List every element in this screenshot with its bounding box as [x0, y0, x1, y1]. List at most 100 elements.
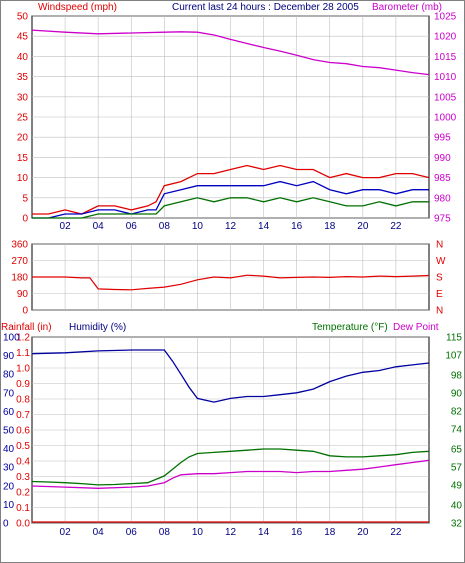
wind-x-tick-label: 16: [291, 221, 303, 232]
rainfall-tick-label: 0.1: [16, 503, 30, 514]
rainfall-tick-label: 0.5: [16, 441, 30, 452]
barometer-series-line: [31, 29, 430, 76]
rainfall-tick-label: 0.0: [16, 519, 30, 530]
wind-tick-label: 0: [22, 214, 28, 225]
wind-x-tick-label: 02: [60, 221, 72, 232]
temperature-tick-label: 32: [451, 519, 463, 530]
wind-tick-label: 30: [17, 92, 29, 103]
humidity-tick-label: 50: [3, 426, 15, 437]
wind-low-series-line: [32, 197, 429, 219]
humidity-x-tick-label: 14: [258, 527, 270, 538]
wind-x-tick-label: 10: [192, 221, 204, 232]
wind-tick-label: 15: [17, 153, 29, 164]
rainfall-tick-label: 0.4: [16, 457, 30, 468]
humidity-tick-label: 60: [3, 407, 15, 418]
humidity-tick-label: 80: [3, 370, 15, 381]
temperature-tick-label: 74: [451, 424, 463, 435]
direction-tick-label: 270: [11, 256, 28, 267]
humidity-tick-label: 30: [3, 463, 15, 474]
rainfall-tick-label: 0.2: [16, 488, 30, 499]
temperature-tick-label: 98: [451, 371, 463, 382]
wind-x-tick-label: 14: [258, 221, 270, 232]
direction-tick-label: 90: [17, 289, 29, 300]
wind-x-tick-label: 18: [324, 221, 336, 232]
compass-tick-label: N: [436, 306, 443, 317]
wind-gust-series-line: [32, 164, 430, 215]
wind-tick-label: 25: [17, 113, 29, 124]
rainfall-tick-label: 0.3: [16, 472, 30, 483]
wind-direction-series-line: [32, 274, 430, 291]
humidity-x-tick-label: 18: [324, 527, 336, 538]
barometer-tick-label: 1000: [434, 113, 457, 124]
wind-average-series-line: [32, 180, 429, 219]
rainfall-tick-label: 0.7: [16, 410, 30, 421]
windspeed-axis-title: Windspeed (mph): [38, 2, 117, 13]
temperature-tick-label: 65: [451, 445, 463, 456]
humidity-tick-label: 40: [3, 444, 15, 455]
barometer-tick-label: 1015: [434, 52, 457, 63]
humidity-temperature-panel: 0.0 0.1 0.2 0.3 0.4 0.5 0.6 0.7 0.8 0.9 1.0 1.1 1.2 0…: [3, 333, 462, 539]
wind-tick-label: 20: [17, 133, 29, 144]
compass-tick-label: W: [436, 256, 446, 267]
barometer-tick-label: 975: [434, 214, 451, 225]
rainfall-tick-label: 0.6: [16, 426, 30, 437]
temperature-tick-label: 107: [445, 350, 462, 361]
humidity-x-tick-label: 06: [126, 527, 138, 538]
temperature-tick-label: 82: [451, 406, 463, 417]
temperature-tick-label: 57: [451, 462, 463, 473]
wind-tick-label: 45: [17, 32, 29, 43]
rainfall-axis-title: Rainfall (in): [1, 322, 52, 333]
humidity-x-tick-label: 10: [192, 527, 204, 538]
humidity-tick-label: 0: [3, 519, 9, 530]
rainfall-tick-label: 1.0: [16, 364, 30, 375]
rainfall-tick-label: 0.8: [16, 395, 30, 406]
dew-point-series-line: [31, 459, 430, 489]
barometer-tick-label: 995: [434, 133, 451, 144]
humidity-tick-label: 10: [3, 500, 15, 511]
dewpoint-axis-title: Dew Point: [393, 322, 439, 333]
temperature-series-line: [31, 448, 430, 486]
wind-tick-label: 50: [17, 12, 29, 23]
humidity-x-tick-label: 04: [93, 527, 105, 538]
direction-tick-label: 360: [11, 240, 28, 251]
barometer-tick-label: 1020: [434, 32, 457, 43]
humidity-tick-label: 70: [3, 388, 15, 399]
barometer-axis-title: Barometer (mb): [372, 2, 442, 13]
humidity-x-tick-label: 16: [291, 527, 303, 538]
humidity-x-tick-label: 22: [390, 527, 402, 538]
wind-x-tick-label: 12: [225, 221, 237, 232]
barometer-tick-label: 990: [434, 153, 451, 164]
humidity-x-tick-label: 08: [159, 527, 171, 538]
direction-tick-label: 180: [11, 273, 28, 284]
humidity-series-line: [31, 349, 430, 403]
wind-x-tick-label: 04: [93, 221, 105, 232]
chart-title: Current last 24 hours : December 28 2005: [172, 2, 359, 13]
wind-x-tick-label: 08: [159, 221, 171, 232]
compass-tick-label: E: [436, 289, 443, 300]
wind-tick-label: 35: [17, 72, 29, 83]
barometer-tick-label: 980: [434, 193, 451, 204]
wind-x-tick-label: 22: [390, 221, 402, 232]
compass-tick-label: N: [436, 240, 443, 251]
direction-tick-label: 0: [22, 306, 28, 317]
wind-tick-label: 40: [17, 52, 29, 63]
barometer-tick-label: 985: [434, 173, 451, 184]
wind-barometer-panel: 0510152025303540455097598098599099510001…: [17, 12, 457, 233]
temperature-tick-label: 49: [451, 480, 463, 491]
humidity-x-tick-label: 12: [225, 527, 237, 538]
temperature-tick-label: 115: [446, 333, 462, 344]
temperature-tick-label: 40: [451, 501, 463, 512]
rainfall-tick-label: 0.9: [16, 379, 30, 390]
barometer-tick-label: 1005: [434, 92, 457, 103]
humidity-tick-label: 90: [3, 351, 15, 362]
temperature-axis-title: Temperature (°F): [312, 322, 388, 333]
barometer-tick-label: 1010: [434, 72, 457, 83]
humidity-tick-label: 20: [3, 481, 15, 492]
compass-tick-label: S: [436, 273, 443, 284]
rainfall-tick-label: 1.2: [16, 333, 30, 344]
temperature-tick-label: 90: [451, 389, 463, 400]
humidity-x-tick-label: 20: [357, 527, 369, 538]
wind-tick-label: 5: [22, 193, 28, 204]
